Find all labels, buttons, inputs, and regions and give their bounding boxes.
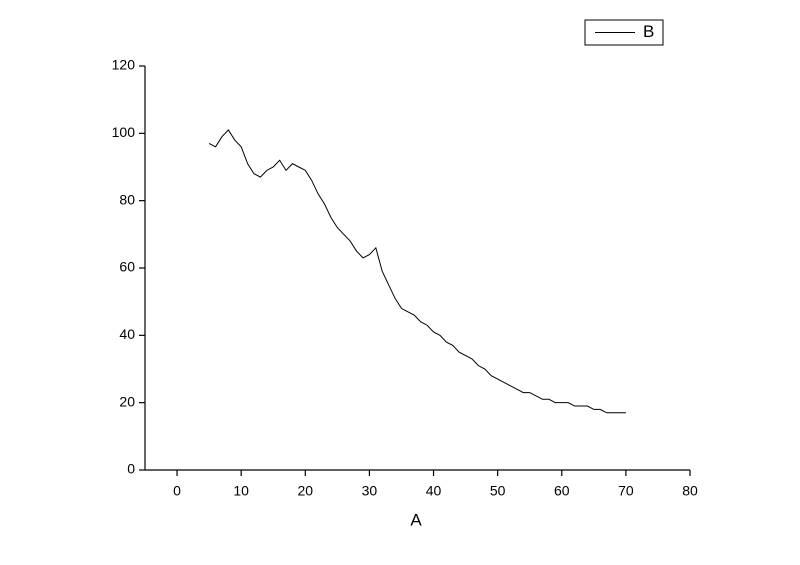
- y-tick-label: 60: [119, 259, 135, 275]
- x-tick-label: 0: [173, 483, 181, 499]
- y-tick-label: 20: [119, 393, 135, 409]
- y-tick-label: 40: [119, 326, 135, 342]
- y-tick-label: 0: [127, 461, 135, 477]
- x-tick-label: 10: [233, 483, 249, 499]
- x-tick-label: 30: [362, 483, 378, 499]
- x-tick-label: 20: [298, 483, 314, 499]
- x-tick-label: 70: [618, 483, 634, 499]
- x-tick-label: 50: [490, 483, 506, 499]
- x-tick-label: 80: [682, 483, 698, 499]
- x-axis-label: A: [410, 510, 422, 529]
- data-line: [208, 129, 626, 414]
- y-tick-label: 80: [119, 191, 135, 207]
- x-tick-label: 60: [554, 483, 570, 499]
- x-tick-label: 40: [426, 483, 442, 499]
- y-tick-label: 120: [112, 57, 136, 73]
- legend-label: B: [643, 22, 654, 41]
- y-tick-label: 100: [112, 124, 136, 140]
